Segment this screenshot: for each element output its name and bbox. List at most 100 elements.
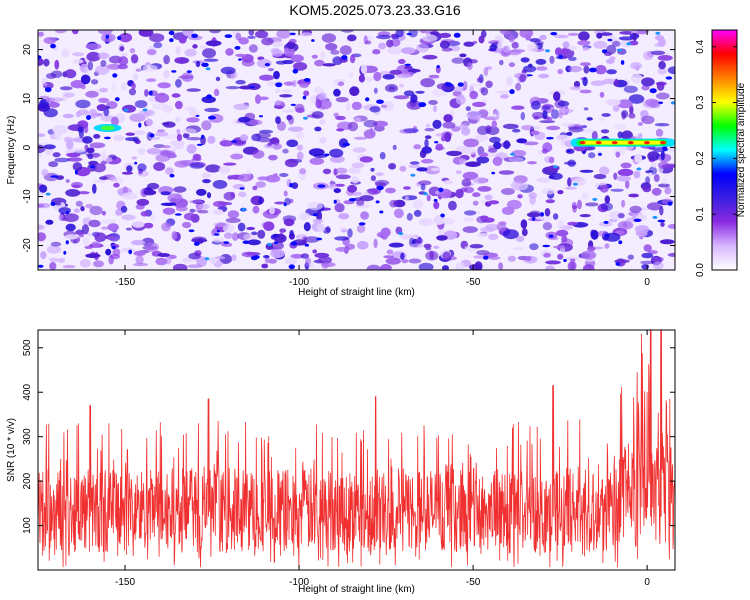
heatmap-cell xyxy=(43,108,58,118)
heatmap-cell xyxy=(275,116,281,124)
heatmap-cell xyxy=(302,116,308,120)
heatmap-cell xyxy=(614,123,627,130)
heatmap-cell xyxy=(667,252,675,257)
heatmap-cell xyxy=(351,162,365,168)
heatmap-cell xyxy=(511,41,519,49)
y-tick-label: 10 xyxy=(22,93,33,105)
heatmap-cell xyxy=(107,235,119,241)
x-axis-label: Height of straight line (km) xyxy=(298,584,415,595)
heatmap-cell xyxy=(369,127,374,136)
heatmap-cell xyxy=(477,233,489,238)
heatmap-cell xyxy=(137,148,146,155)
heatmap-cell xyxy=(154,93,170,103)
heatmap-cell xyxy=(287,126,304,132)
heatmap-cell xyxy=(507,50,522,56)
heatmap-cell xyxy=(121,192,138,200)
heatmap-cell xyxy=(408,30,418,38)
heatmap-cell xyxy=(501,188,515,195)
heatmap-cell xyxy=(418,180,432,186)
heatmap-cell xyxy=(579,169,594,173)
heatmap-cell xyxy=(434,141,439,144)
heatmap-cell xyxy=(58,257,66,263)
heatmap-cell xyxy=(625,180,630,189)
heatmap-cell xyxy=(38,31,44,37)
heatmap-cell xyxy=(612,105,620,112)
heatmap-cell xyxy=(133,130,146,136)
heatmap-cell xyxy=(654,123,670,127)
heatmap-cell xyxy=(38,204,45,208)
heatmap-cell xyxy=(272,41,284,48)
heatmap-cell xyxy=(43,37,57,44)
heatmap-cell xyxy=(477,186,492,192)
heatmap-cell xyxy=(439,40,450,49)
heatmap-cell xyxy=(193,241,200,246)
heatmap-cell xyxy=(263,255,270,259)
heatmap-cell xyxy=(641,252,654,259)
heatmap-cell xyxy=(44,87,52,93)
heatmap-cell xyxy=(213,222,230,228)
heatmap-cell xyxy=(150,213,156,221)
heatmap-cell xyxy=(335,167,348,174)
y-tick-label: -20 xyxy=(22,238,33,253)
heatmap-cell xyxy=(541,188,556,195)
heatmap-cell xyxy=(186,137,202,141)
heatmap-cell xyxy=(583,107,589,111)
heatmap-cell xyxy=(565,256,581,260)
heatmap-cell xyxy=(316,237,323,241)
heatmap-cell xyxy=(133,262,149,267)
heatmap-cell xyxy=(491,120,497,128)
heatmap-cell xyxy=(335,115,346,121)
heatmap-cell xyxy=(92,183,97,194)
heatmap-cell xyxy=(205,67,211,71)
heatmap-cell xyxy=(216,230,220,233)
heatmap-cell xyxy=(83,124,89,134)
heatmap-cell xyxy=(269,206,275,215)
heatmap-cell xyxy=(175,100,183,110)
heatmap-cell xyxy=(191,33,199,38)
heatmap-cell xyxy=(89,205,103,216)
colorbar-tick-label: 0.2 xyxy=(695,151,706,165)
heatmap-cell xyxy=(545,265,555,270)
heatmap-cell xyxy=(257,58,272,68)
heatmap-cell xyxy=(591,130,598,141)
heatmap-cell xyxy=(408,164,421,169)
heatmap-cell xyxy=(365,97,370,102)
heatmap-cell xyxy=(435,143,444,151)
heatmap-cell xyxy=(472,177,488,184)
heatmap-cell xyxy=(400,252,405,260)
heatmap-cell xyxy=(283,202,287,207)
heatmap-cell xyxy=(67,157,83,162)
heatmap-cell xyxy=(433,201,440,210)
heatmap-cell xyxy=(223,241,230,245)
heatmap-cell xyxy=(457,94,465,99)
feature-peak xyxy=(660,141,666,145)
heatmap-cell xyxy=(545,260,561,265)
heatmap-cell xyxy=(511,105,525,110)
heatmap-cell xyxy=(499,30,512,35)
heatmap-cell xyxy=(597,117,605,121)
heatmap-cell xyxy=(231,254,237,261)
heatmap-cell xyxy=(488,256,501,260)
heatmap-cell xyxy=(120,52,128,57)
heatmap-cell xyxy=(235,53,246,58)
heatmap-cell xyxy=(80,74,91,85)
heatmap-cell xyxy=(288,38,297,44)
heatmap-cell xyxy=(613,172,618,180)
heatmap-cell xyxy=(606,98,621,107)
heatmap-cell xyxy=(143,222,154,229)
heatmap-cell xyxy=(363,119,378,128)
heatmap-cell xyxy=(665,76,673,80)
heatmap-cell xyxy=(213,88,220,97)
heatmap-cell xyxy=(89,142,106,149)
heatmap-cell xyxy=(533,126,541,130)
heatmap-cell xyxy=(238,116,251,123)
heatmap-cell xyxy=(100,60,107,67)
heatmap-cell xyxy=(333,79,339,86)
heatmap-cell xyxy=(101,226,109,230)
heatmap-cell xyxy=(258,115,263,118)
heatmap-cell xyxy=(86,51,101,62)
heatmap-cell xyxy=(220,66,236,75)
heatmap-cell xyxy=(656,82,665,91)
heatmap-cell xyxy=(209,30,221,34)
heatmap-cell xyxy=(114,97,120,102)
